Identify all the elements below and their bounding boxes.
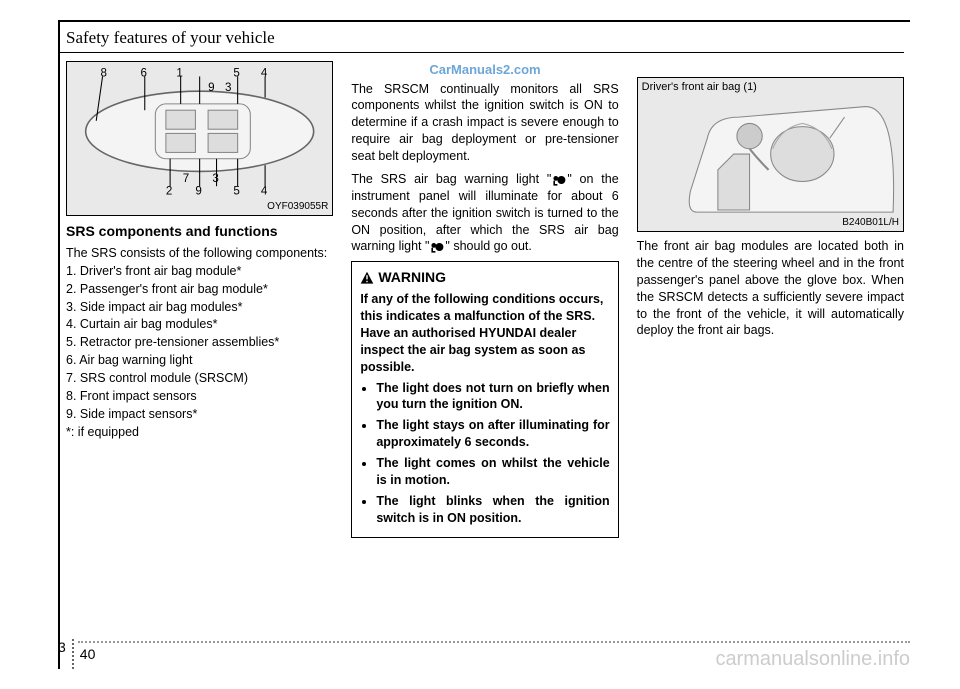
warning-item: The light does not turn on briefly when …: [376, 380, 609, 414]
warning-list: The light does not turn on briefly when …: [360, 380, 609, 527]
column-1: 8 6 1 5 4 9 3 2 7 9 3 5 4 OYF039055R SRS…: [66, 61, 333, 538]
svg-text:8: 8: [100, 68, 106, 79]
section-number: 3: [58, 639, 74, 669]
list-item: 4. Curtain air bag modules*: [66, 316, 333, 333]
para2-c: " should go out.: [445, 239, 531, 253]
page-frame: Safety features of your vehicle: [58, 20, 910, 669]
spacer: [637, 61, 904, 77]
list-item: 2. Passenger's front air bag module*: [66, 281, 333, 298]
image-title: Driver's front air bag (1): [642, 80, 757, 95]
warning-box: WARNING If any of the following conditio…: [351, 261, 618, 537]
warning-item: The light comes on whilst the vehicle is…: [376, 455, 609, 489]
warning-intro: If any of the following conditions occur…: [360, 291, 609, 375]
svg-text:3: 3: [225, 81, 231, 94]
svg-text:3: 3: [212, 172, 218, 185]
list-item: 5. Retractor pre-tensioner assemblies*: [66, 334, 333, 351]
svg-text:5: 5: [233, 68, 239, 79]
srs-subhead: SRS components and functions: [66, 222, 333, 241]
driver-airbag-icon: [644, 96, 897, 223]
list-item: 8. Front impact sensors: [66, 388, 333, 405]
warning-title-text: WARNING: [378, 268, 446, 287]
watermark-bottom: carmanualsonline.info: [715, 648, 910, 671]
watermark-top: CarManuals2.com: [351, 61, 618, 79]
section-header: Safety features of your vehicle: [60, 22, 904, 53]
list-item: 1. Driver's front air bag module*: [66, 263, 333, 280]
svg-text:7: 7: [183, 172, 189, 185]
para2-a: The SRS air bag warning light ": [351, 172, 551, 186]
column-3: Driver's front air bag (1) B240B01L/H Th…: [637, 61, 904, 538]
svg-text:2: 2: [166, 185, 172, 195]
srs-intro: The SRS consists of the following compon…: [66, 245, 333, 262]
svg-text:1: 1: [176, 68, 182, 79]
list-item: *: if equipped: [66, 424, 333, 441]
svg-text:9: 9: [208, 81, 214, 94]
airbag-warning-icon: [551, 174, 567, 186]
page-number: 3 40: [58, 639, 95, 669]
list-item: 3. Side impact air bag modules*: [66, 299, 333, 316]
warning-title: WARNING: [360, 268, 609, 287]
page-number-value: 40: [74, 646, 96, 662]
svg-text:4: 4: [261, 68, 268, 79]
content-columns: 8 6 1 5 4 9 3 2 7 9 3 5 4 OYF039055R SRS…: [60, 53, 910, 538]
svg-text:5: 5: [233, 185, 239, 195]
warning-item: The light blinks when the ignition switc…: [376, 493, 609, 527]
column-2: CarManuals2.com The SRSCM continually mo…: [351, 61, 618, 538]
front-airbag-para: The front air bag modules are located bo…: [637, 238, 904, 339]
list-item: 9. Side impact sensors*: [66, 406, 333, 423]
srscm-para-1: The SRSCM continually monitors all SRS c…: [351, 81, 618, 165]
warning-triangle-icon: [360, 271, 374, 285]
driver-airbag-image: Driver's front air bag (1) B240B01L/H: [637, 77, 904, 232]
image-code: B240B01L/H: [842, 216, 899, 230]
car-top-view-icon: 8 6 1 5 4 9 3 2 7 9 3 5 4: [73, 68, 326, 195]
list-item: 7. SRS control module (SRSCM): [66, 370, 333, 387]
list-item: 6. Air bag warning light: [66, 352, 333, 369]
svg-text:6: 6: [141, 68, 147, 79]
svg-text:4: 4: [261, 185, 268, 195]
srs-diagram-image: 8 6 1 5 4 9 3 2 7 9 3 5 4 OYF039055R: [66, 61, 333, 216]
image-code: OYF039055R: [267, 200, 328, 214]
footer-dotted-line: [78, 641, 910, 643]
warning-item: The light stays on after illuminating fo…: [376, 417, 609, 451]
airbag-warning-icon: [429, 241, 445, 253]
svg-text:9: 9: [195, 185, 201, 195]
srscm-para-2: The SRS air bag warning light "" on the …: [351, 171, 618, 255]
